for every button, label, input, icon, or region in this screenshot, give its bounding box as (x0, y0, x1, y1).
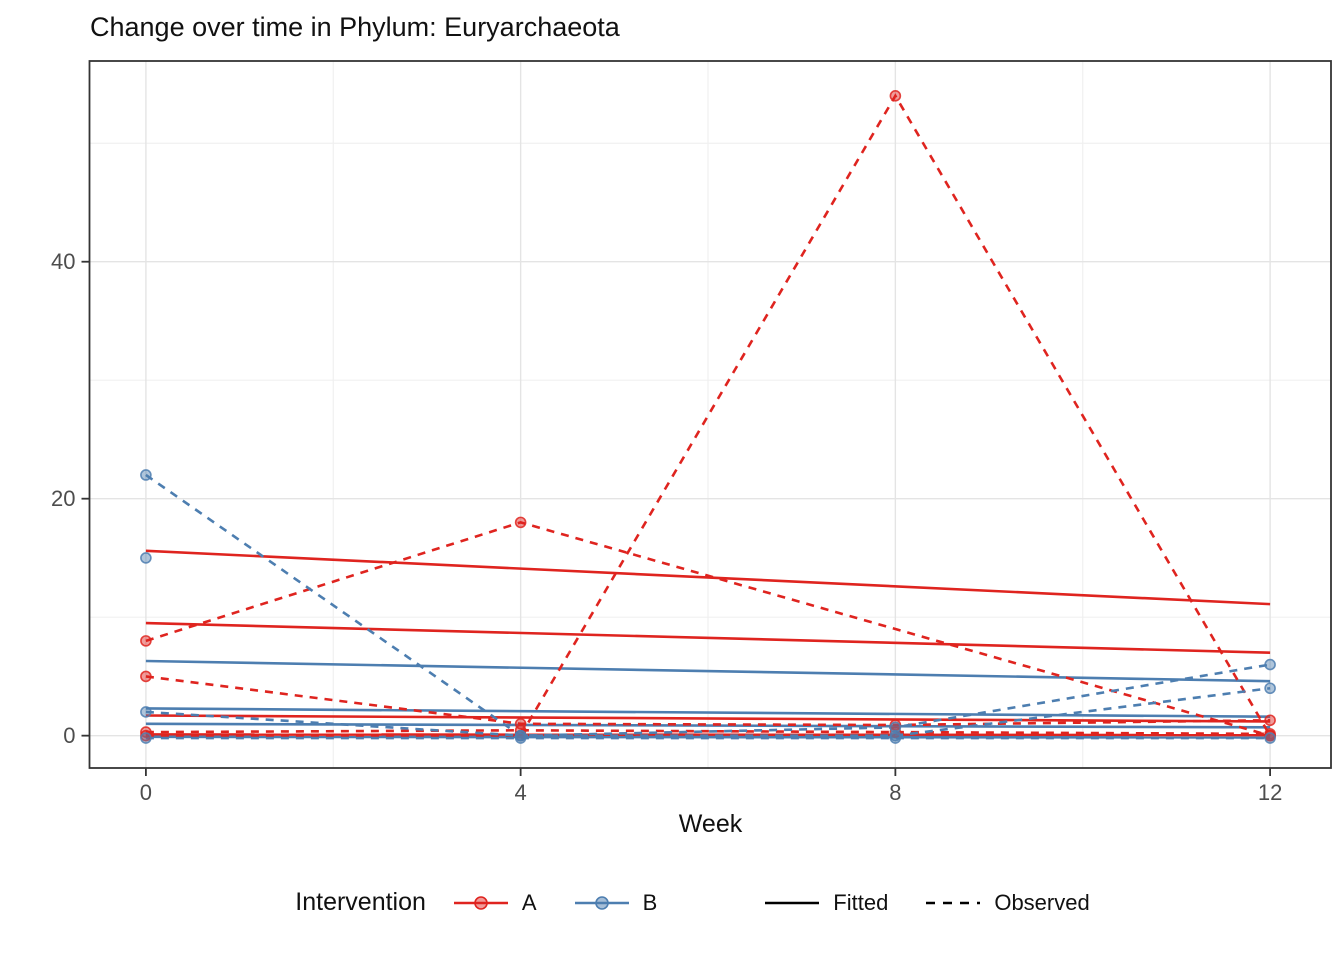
series-line-observed-b (145, 686, 1271, 737)
x-tick-label: 0 (140, 780, 152, 805)
legend-key-fitted-glyph (765, 901, 820, 904)
observed-point-b (514, 732, 527, 744)
y-tick-label: 0 (63, 723, 75, 748)
series-line-observed-a (145, 93, 1272, 737)
legend-key-a-glyph (453, 895, 508, 910)
observed-point-a (1264, 714, 1276, 727)
legend-label-fitted: Fitted (833, 889, 889, 915)
observed-point-b (1264, 732, 1276, 744)
legend-title: Intervention (295, 888, 426, 916)
legend-key-group-b: B (573, 890, 684, 916)
series-line-fitted-b (145, 707, 1271, 718)
observed-point-a (140, 635, 152, 647)
legend-key-observed: Observed (924, 890, 1115, 916)
y-tick-label: 20 (51, 486, 75, 511)
observed-point-a (889, 90, 902, 102)
series-line-observed-a (145, 521, 1271, 737)
y-tick-label: 40 (51, 249, 75, 274)
legend-key-fitted: Fitted (763, 890, 914, 916)
observed-point-b (140, 732, 152, 744)
observed-point-b (140, 706, 152, 718)
observed-point-b (140, 469, 152, 481)
legend-label-a: A (521, 889, 537, 915)
observed-point-b (140, 552, 152, 564)
legend-key-b-glyph (574, 895, 629, 910)
x-tick-label: 8 (889, 780, 901, 805)
series-line-fitted-a (145, 714, 1271, 723)
observed-point-b (1264, 682, 1276, 695)
x-tick-label: 4 (515, 780, 527, 805)
observed-point-b (1264, 658, 1276, 671)
series-line-fitted-a (145, 621, 1271, 655)
observed-point-a (514, 516, 527, 529)
observed-point-a (1264, 728, 1276, 740)
legend-label-observed: Observed (994, 889, 1090, 915)
observed-point-b (889, 732, 902, 744)
series-line-fitted-b (145, 659, 1271, 683)
series-line-fitted-a (145, 549, 1271, 606)
legend-label-b: B (642, 889, 658, 915)
chart-title: Change over time in Phylum: Euryarchaeot… (90, 12, 620, 42)
panel-background (89, 61, 1331, 768)
legend-key-group-a: A (452, 890, 563, 916)
legend-key-observed-glyph (926, 901, 981, 904)
panel-border (88, 60, 1332, 769)
series-line-observed-b (145, 473, 1271, 737)
legend: Intervention A B Fitted (90, 888, 1331, 917)
observed-point-a (140, 670, 152, 683)
x-tick-label: 12 (1258, 780, 1282, 805)
series-line-observed-a (145, 729, 1271, 736)
x-axis-title: Week (678, 810, 743, 838)
